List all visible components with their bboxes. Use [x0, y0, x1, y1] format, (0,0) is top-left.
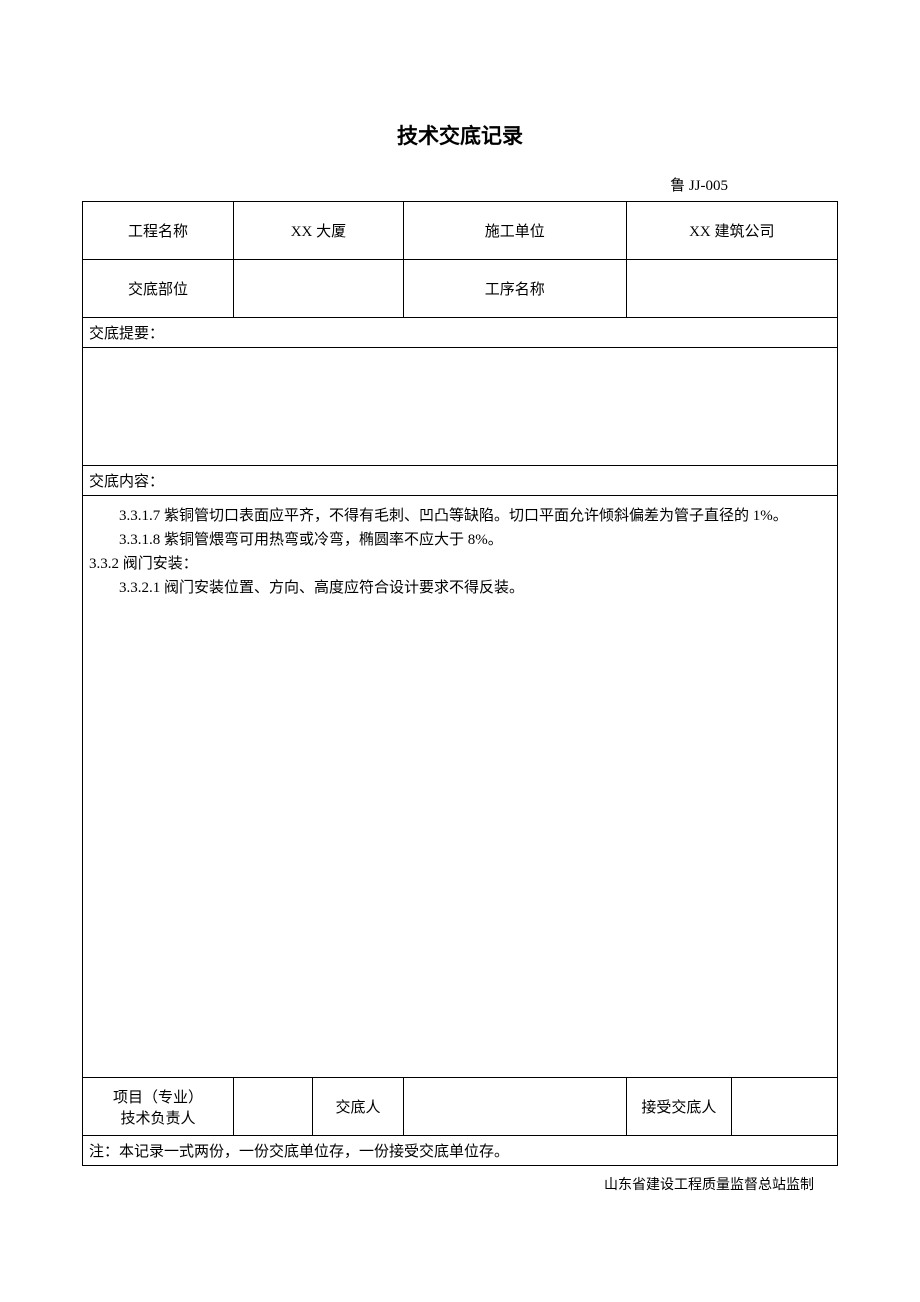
- note-row: 注：本记录一式两份，一份交底单位存，一份接受交底单位存。: [83, 1136, 838, 1166]
- value-project-name: XX 大厦: [234, 202, 404, 260]
- page-title: 技术交底记录: [82, 120, 838, 150]
- value-tech-lead: [234, 1078, 313, 1136]
- footer-text: 山东省建设工程质量监督总站监制: [82, 1174, 838, 1194]
- tech-lead-line2: 技术负责人: [120, 1111, 195, 1127]
- note-text: 注：本记录一式两份，一份交底单位存，一份接受交底单位存。: [83, 1136, 838, 1166]
- table-row: 交底提要：: [83, 318, 838, 348]
- label-tech-lead: 项目（专业） 技术负责人: [83, 1078, 234, 1136]
- label-disclosure-part: 交底部位: [83, 260, 234, 318]
- value-discloser: [403, 1078, 626, 1136]
- content-line: 3.3.1.7 紫铜管切口表面应平齐，不得有毛刺、凹凸等缺陷。切口平面允许倾斜偏…: [89, 504, 831, 528]
- table-row: 3.3.1.7 紫铜管切口表面应平齐，不得有毛刺、凹凸等缺陷。切口平面允许倾斜偏…: [83, 496, 838, 1078]
- value-construction-unit: XX 建筑公司: [626, 202, 837, 260]
- value-process-name: [626, 260, 837, 318]
- content-line: 3.3.1.8 紫铜管煨弯可用热弯或冷弯，椭圆率不应大于 8%。: [89, 528, 831, 552]
- form-code: 鲁 JJ-005: [82, 174, 838, 195]
- summary-label: 交底提要：: [83, 318, 838, 348]
- table-row: 交底部位 工序名称: [83, 260, 838, 318]
- content-line: 3.3.2 阀门安装：: [89, 552, 831, 576]
- tech-lead-line1: 项目（专业）: [113, 1090, 203, 1106]
- value-disclosure-part: [234, 260, 404, 318]
- content-body: 3.3.1.7 紫铜管切口表面应平齐，不得有毛刺、凹凸等缺陷。切口平面允许倾斜偏…: [83, 496, 838, 1078]
- record-table: 工程名称 XX 大厦 施工单位 XX 建筑公司 交底部位 工序名称 交底提要： …: [82, 201, 838, 1166]
- label-receiver: 接受交底人: [626, 1078, 732, 1136]
- table-row: 交底内容：: [83, 466, 838, 496]
- value-receiver: [732, 1078, 838, 1136]
- content-line: 3.3.2.1 阀门安装位置、方向、高度应符合设计要求不得反装。: [89, 576, 831, 600]
- summary-body: [83, 348, 838, 466]
- label-process-name: 工序名称: [403, 260, 626, 318]
- table-row: 工程名称 XX 大厦 施工单位 XX 建筑公司: [83, 202, 838, 260]
- label-construction-unit: 施工单位: [403, 202, 626, 260]
- label-discloser: 交底人: [313, 1078, 404, 1136]
- table-row: [83, 348, 838, 466]
- signature-row: 项目（专业） 技术负责人 交底人 接受交底人: [83, 1078, 838, 1136]
- content-label: 交底内容：: [83, 466, 838, 496]
- label-project-name: 工程名称: [83, 202, 234, 260]
